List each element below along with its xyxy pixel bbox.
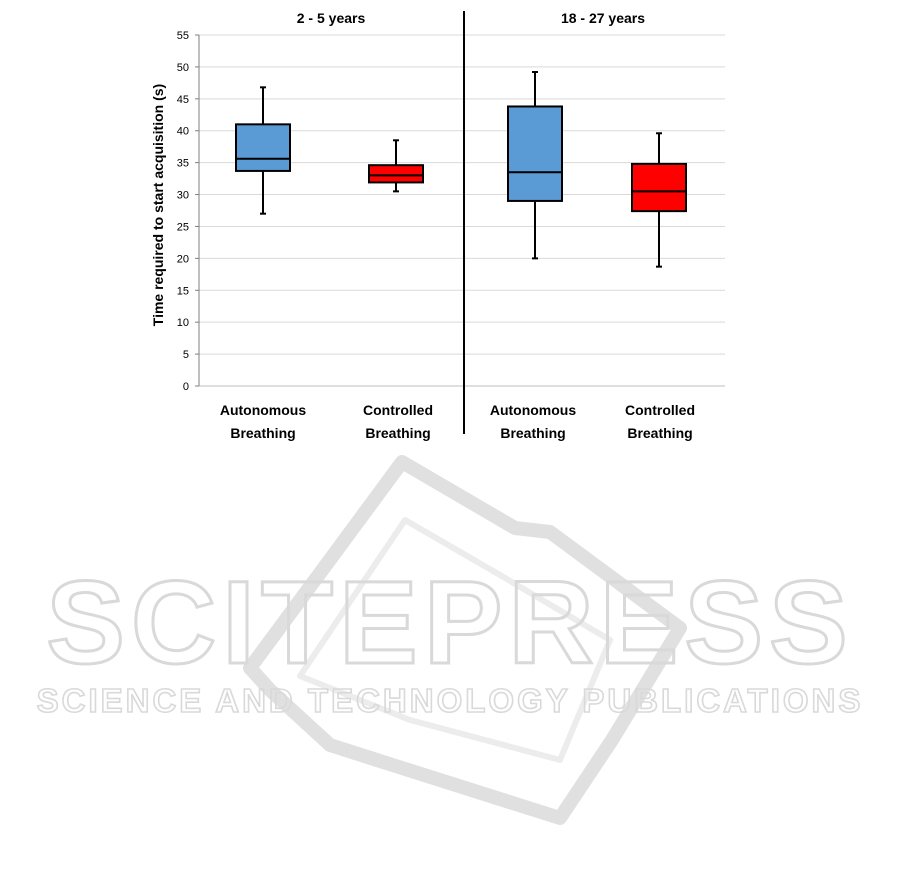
watermark-book-shape bbox=[243, 455, 687, 825]
y-axis-title: Time required to start acquisition (s) bbox=[150, 84, 166, 326]
box-iqr bbox=[507, 105, 563, 202]
category-label-line1: Controlled bbox=[363, 402, 433, 418]
box-plot-marks bbox=[235, 71, 687, 268]
y-axis-ticks: 0 5 10 15 20 25 30 35 40 45 50 55 bbox=[177, 30, 199, 393]
y-tick-label: 30 bbox=[177, 190, 189, 202]
y-tick-label: 0 bbox=[183, 381, 189, 393]
watermark-title: SCITEPRESS bbox=[46, 557, 854, 689]
y-tick-label: 15 bbox=[177, 285, 189, 297]
y-tick-label: 40 bbox=[177, 126, 189, 138]
y-tick-label: 25 bbox=[177, 221, 189, 233]
category-label-line1: Controlled bbox=[625, 402, 695, 418]
box-iqr bbox=[631, 162, 687, 213]
y-tick-label: 45 bbox=[177, 94, 189, 106]
y-tick-label: 10 bbox=[177, 317, 189, 329]
category-label-line2: Breathing bbox=[500, 425, 565, 441]
category-label-line2: Breathing bbox=[365, 425, 430, 441]
y-tick-label: 50 bbox=[177, 62, 189, 74]
y-tick-label: 55 bbox=[177, 30, 189, 42]
group-title-adult: 18 - 27 years bbox=[561, 10, 645, 26]
watermark-book-inner bbox=[297, 517, 613, 763]
box-iqr bbox=[368, 164, 424, 184]
box-iqr bbox=[235, 123, 291, 172]
y-tick-label: 5 bbox=[183, 349, 189, 361]
y-tick-label: 35 bbox=[177, 158, 189, 170]
category-label-line2: Breathing bbox=[627, 425, 692, 441]
category-label-line1: Autonomous bbox=[220, 402, 307, 418]
category-label-line1: Autonomous bbox=[490, 402, 577, 418]
category-label-line2: Breathing bbox=[230, 425, 295, 441]
watermark-subtitle: SCIENCE AND TECHNOLOGY PUBLICATIONS bbox=[37, 682, 864, 719]
y-tick-label: 20 bbox=[177, 253, 189, 265]
group-title-young: 2 - 5 years bbox=[297, 10, 366, 26]
scitepress-watermark: SCITEPRESS SCIENCE AND TECHNOLOGY PUBLIC… bbox=[36, 455, 864, 825]
